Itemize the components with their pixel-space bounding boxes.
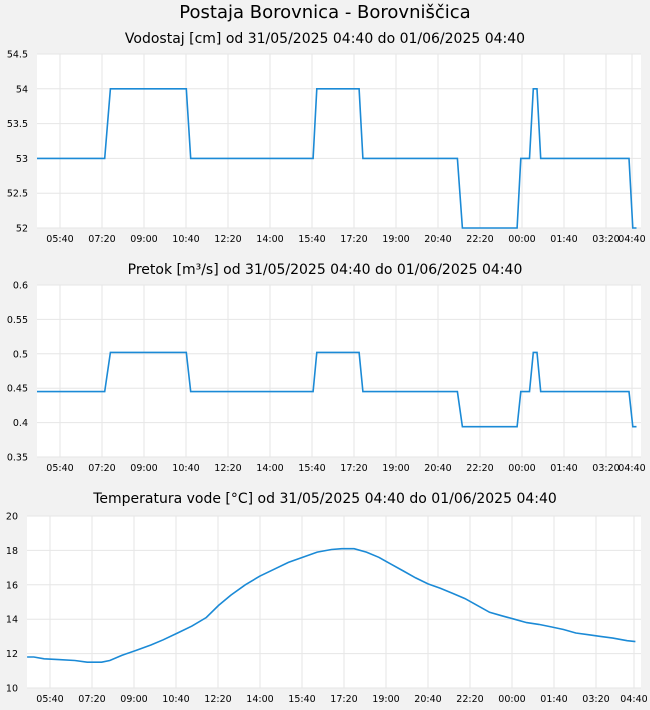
x-tick-label: 19:00 (372, 694, 399, 705)
y-tick-label: 16 (6, 580, 18, 591)
y-tick-label: 20 (6, 512, 18, 523)
y-tick-label: 12 (6, 649, 18, 660)
x-tick-label: 22:20 (466, 463, 493, 474)
y-tick-label: 52 (16, 224, 28, 235)
flow-chart-title: Pretok [m³/s] od 31/05/2025 04:40 do 01/… (127, 262, 523, 278)
y-tick-label: 53 (16, 154, 28, 165)
x-tick-label: 15:40 (298, 463, 325, 474)
x-tick-label: 03:20 (592, 234, 619, 245)
water-level-chart: 52 52.5 53 53.5 54 54.5 05:40 07:20 09:00 10:40 12… (7, 50, 646, 246)
x-tick-label: 22:20 (466, 234, 493, 245)
x-tick-label: 15:40 (298, 234, 325, 245)
x-tick-label: 04:40 (618, 234, 645, 245)
x-tick-label: 17:20 (330, 694, 357, 705)
x-tick-label: 01:40 (550, 234, 577, 245)
x-tick-label: 17:20 (340, 234, 367, 245)
x-tick-label: 00:00 (508, 463, 535, 474)
x-tick-label: 14:00 (256, 463, 283, 474)
water-temperature-chart: 10 12 14 16 18 20 05:40 07:20 09:00 10:40 12:20 14:… (6, 512, 648, 706)
x-tick-label: 15:40 (288, 694, 315, 705)
y-tick-label: 0.35 (7, 453, 28, 464)
y-tick-label: 52.5 (7, 189, 28, 200)
x-tick-label: 00:00 (498, 694, 525, 705)
x-tick-label: 19:00 (382, 463, 409, 474)
y-tick-label: 18 (6, 546, 18, 557)
x-tick-label: 09:00 (120, 694, 147, 705)
x-tick-label: 01:40 (550, 463, 577, 474)
plot-area (37, 285, 641, 457)
y-tick-label: 14 (6, 615, 18, 626)
x-tick-label: 07:20 (88, 234, 115, 245)
x-tick-label: 12:20 (204, 694, 231, 705)
x-tick-label: 12:20 (214, 463, 241, 474)
water-level-chart-title: Vodostaj [cm] od 31/05/2025 04:40 do 01/… (124, 31, 526, 47)
y-tick-label: 53.5 (7, 119, 28, 130)
x-tick-label: 20:40 (424, 463, 451, 474)
y-tick-label: 0.45 (7, 384, 28, 395)
y-tick-label: 0.55 (7, 315, 28, 326)
x-tick-label: 14:00 (246, 694, 273, 705)
x-tick-label: 09:00 (130, 234, 157, 245)
x-tick-label: 00:00 (508, 234, 535, 245)
x-tick-label: 20:40 (414, 694, 441, 705)
y-tick-label: 0.6 (13, 281, 28, 292)
x-tick-label: 17:20 (340, 463, 367, 474)
x-tick-label: 20:40 (424, 234, 451, 245)
x-tick-label: 14:00 (256, 234, 283, 245)
plot-area (27, 516, 641, 688)
x-tick-label: 09:00 (130, 463, 157, 474)
y-tick-label: 54.5 (7, 50, 28, 61)
x-tick-label: 04:40 (618, 463, 645, 474)
x-tick-label: 19:00 (382, 234, 409, 245)
y-tick-label: 54 (16, 84, 28, 95)
y-tick-label: 0.5 (13, 349, 28, 360)
x-tick-label: 03:20 (592, 463, 619, 474)
x-tick-label: 01:40 (540, 694, 567, 705)
x-tick-label: 10:40 (172, 234, 199, 245)
plot-area (37, 54, 641, 228)
x-tick-label: 05:40 (36, 694, 63, 705)
x-tick-label: 12:20 (214, 234, 241, 245)
series-line (27, 547, 636, 663)
x-tick-label: 03:20 (582, 694, 609, 705)
water-temperature-chart-title: Temperatura vode [°C] od 31/05/2025 04:4… (93, 491, 557, 507)
series-line (37, 351, 637, 428)
x-tick-label: 07:20 (88, 463, 115, 474)
x-tick-label: 04:40 (620, 694, 647, 705)
x-tick-label: 05:40 (46, 234, 73, 245)
x-tick-label: 07:20 (78, 694, 105, 705)
x-tick-label: 10:40 (172, 463, 199, 474)
x-tick-label: 22:20 (456, 694, 483, 705)
series-line (37, 88, 637, 229)
y-tick-label: 0.4 (13, 418, 28, 429)
y-tick-label: 10 (6, 684, 18, 695)
x-tick-label: 10:40 (162, 694, 189, 705)
x-tick-label: 05:40 (46, 463, 73, 474)
flow-chart: 0.35 0.4 0.45 0.5 0.55 0.6 05:40 07:20 09:00 10:4… (7, 281, 646, 475)
page-title: Postaja Borovnica - Borovniščica (179, 2, 471, 23)
